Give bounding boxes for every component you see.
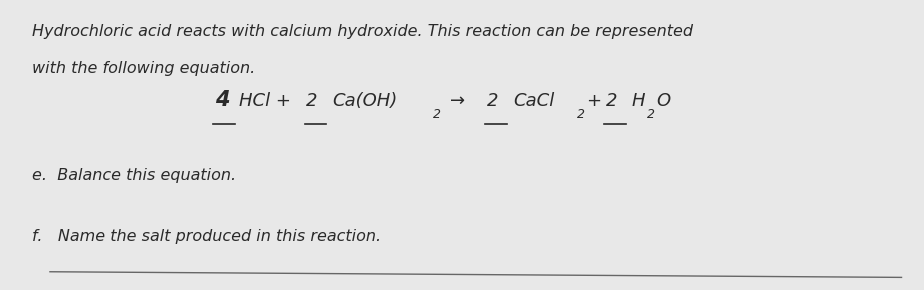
- Text: CaCl: CaCl: [513, 92, 554, 110]
- Text: 2: 2: [432, 108, 441, 121]
- Text: Ca(OH): Ca(OH): [332, 92, 397, 110]
- Text: e.  Balance this equation.: e. Balance this equation.: [31, 168, 236, 182]
- Text: 2: 2: [307, 92, 318, 110]
- Text: HCl +: HCl +: [238, 92, 290, 110]
- Text: 4: 4: [214, 90, 229, 110]
- Text: f.   Name the salt produced in this reaction.: f. Name the salt produced in this reacti…: [31, 229, 381, 244]
- Text: →: →: [450, 92, 465, 110]
- Text: 2: 2: [606, 92, 617, 110]
- Text: O: O: [656, 92, 670, 110]
- Text: +: +: [587, 92, 602, 110]
- Text: 2: 2: [577, 108, 585, 121]
- Text: 2: 2: [487, 92, 498, 110]
- Text: with the following equation.: with the following equation.: [31, 61, 255, 75]
- Text: 2: 2: [647, 108, 655, 121]
- Text: Hydrochloric acid reacts with calcium hydroxide. This reaction can be represente: Hydrochloric acid reacts with calcium hy…: [31, 24, 693, 39]
- Text: H: H: [631, 92, 645, 110]
